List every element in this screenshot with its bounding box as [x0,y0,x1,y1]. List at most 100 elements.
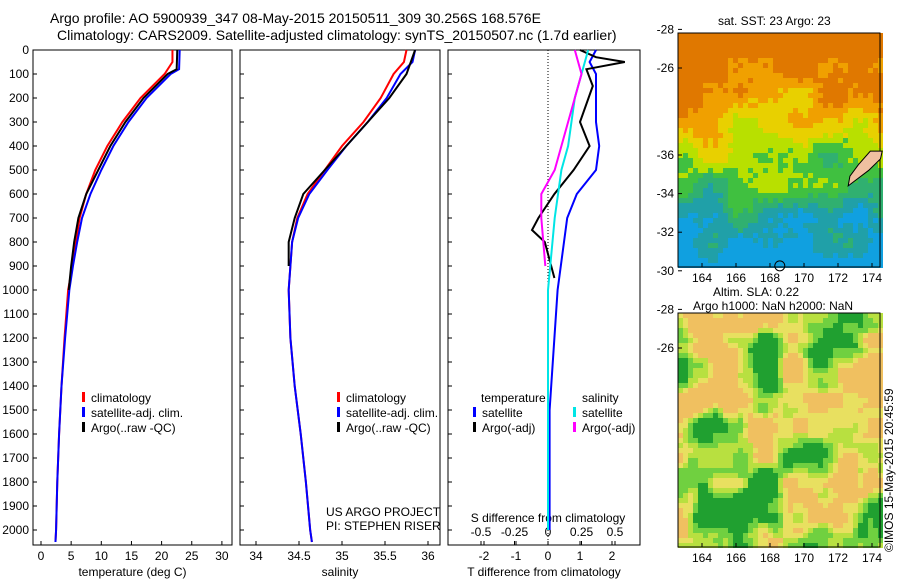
map-cell [798,488,803,493]
map-cell [748,543,753,548]
map-cell [863,508,868,513]
map-cell [753,363,758,368]
map-cell [858,528,863,533]
map-cell [678,423,683,428]
map-cell [743,493,748,498]
map-cell [773,363,778,368]
map-cell [843,113,848,118]
map-cell [693,258,698,263]
map-cell [788,183,793,188]
map-cell [793,473,798,478]
legend-temperature: temperature [481,391,546,405]
map-cell [748,233,753,238]
map-cell [683,63,688,68]
map-cell [693,238,698,243]
map-cell [823,538,828,543]
map-cell [718,173,723,178]
map-cell [873,118,878,123]
map-cell [708,93,713,98]
map-cell [793,488,798,493]
map-cell [733,418,738,423]
map-cell [873,448,878,453]
map-cell [783,453,788,458]
map-cell [823,243,828,248]
map-cell [768,153,773,158]
map-cell [678,148,683,153]
map-cell [858,68,863,73]
map-cell [803,438,808,443]
map-cell [843,48,848,53]
map-cell [708,513,713,518]
map-cell [798,58,803,63]
map-cell [698,193,703,198]
map-cell [778,148,783,153]
map-cell [693,123,698,128]
map-cell [698,208,703,213]
map-cell [803,428,808,433]
lat-tick-label: -36 [657,148,675,162]
map-cell [713,498,718,503]
map-cell [873,233,878,238]
map-cell [733,373,738,378]
map-cell [678,378,683,383]
map-cell [773,453,778,458]
map-cell [843,68,848,73]
map-cell [758,378,763,383]
map-cell [718,323,723,328]
map-cell [698,108,703,113]
map-cell [738,203,743,208]
map-cell [833,108,838,113]
map-cell [833,118,838,123]
map-cell [688,388,693,393]
map-cell [848,38,853,43]
map-cell [753,103,758,108]
map-cell [703,158,708,163]
map-cell [858,33,863,38]
map-cell [678,323,683,328]
map-cell [868,343,873,348]
map-cell [713,468,718,473]
map-cell [743,333,748,338]
lon-tick-label: 170 [794,551,814,565]
map-cell [778,213,783,218]
map-cell [713,123,718,128]
map-cell [708,208,713,213]
map-cell [783,238,788,243]
map-cell [858,198,863,203]
map-cell [803,343,808,348]
map-cell [848,538,853,543]
map-cell [683,158,688,163]
map-cell [843,358,848,363]
map-cell [693,88,698,93]
map-cell [713,33,718,38]
map-cell [678,413,683,418]
map-cell [798,258,803,263]
map-cell [713,493,718,498]
map-cell [708,193,713,198]
map-cell [803,128,808,133]
map-cell [803,103,808,108]
map-cell [703,538,708,543]
map-cell [873,463,878,468]
map-cell [708,38,713,43]
map-cell [738,238,743,243]
map-cell [723,153,728,158]
map-cell [838,123,843,128]
map-cell [738,538,743,543]
map-cell [688,383,693,388]
map-cell [843,543,848,548]
map-cell [828,493,833,498]
map-cell [693,263,698,268]
map-cell [788,453,793,458]
map-cell [753,508,758,513]
map-cell [813,328,818,333]
map-cell [823,473,828,478]
legend-swatch [573,407,576,417]
map-cell [708,438,713,443]
map-cell [683,263,688,268]
map-cell [708,108,713,113]
map-cell [853,463,858,468]
map-cell [728,353,733,358]
map-cell [853,483,858,488]
map-cell [708,508,713,513]
